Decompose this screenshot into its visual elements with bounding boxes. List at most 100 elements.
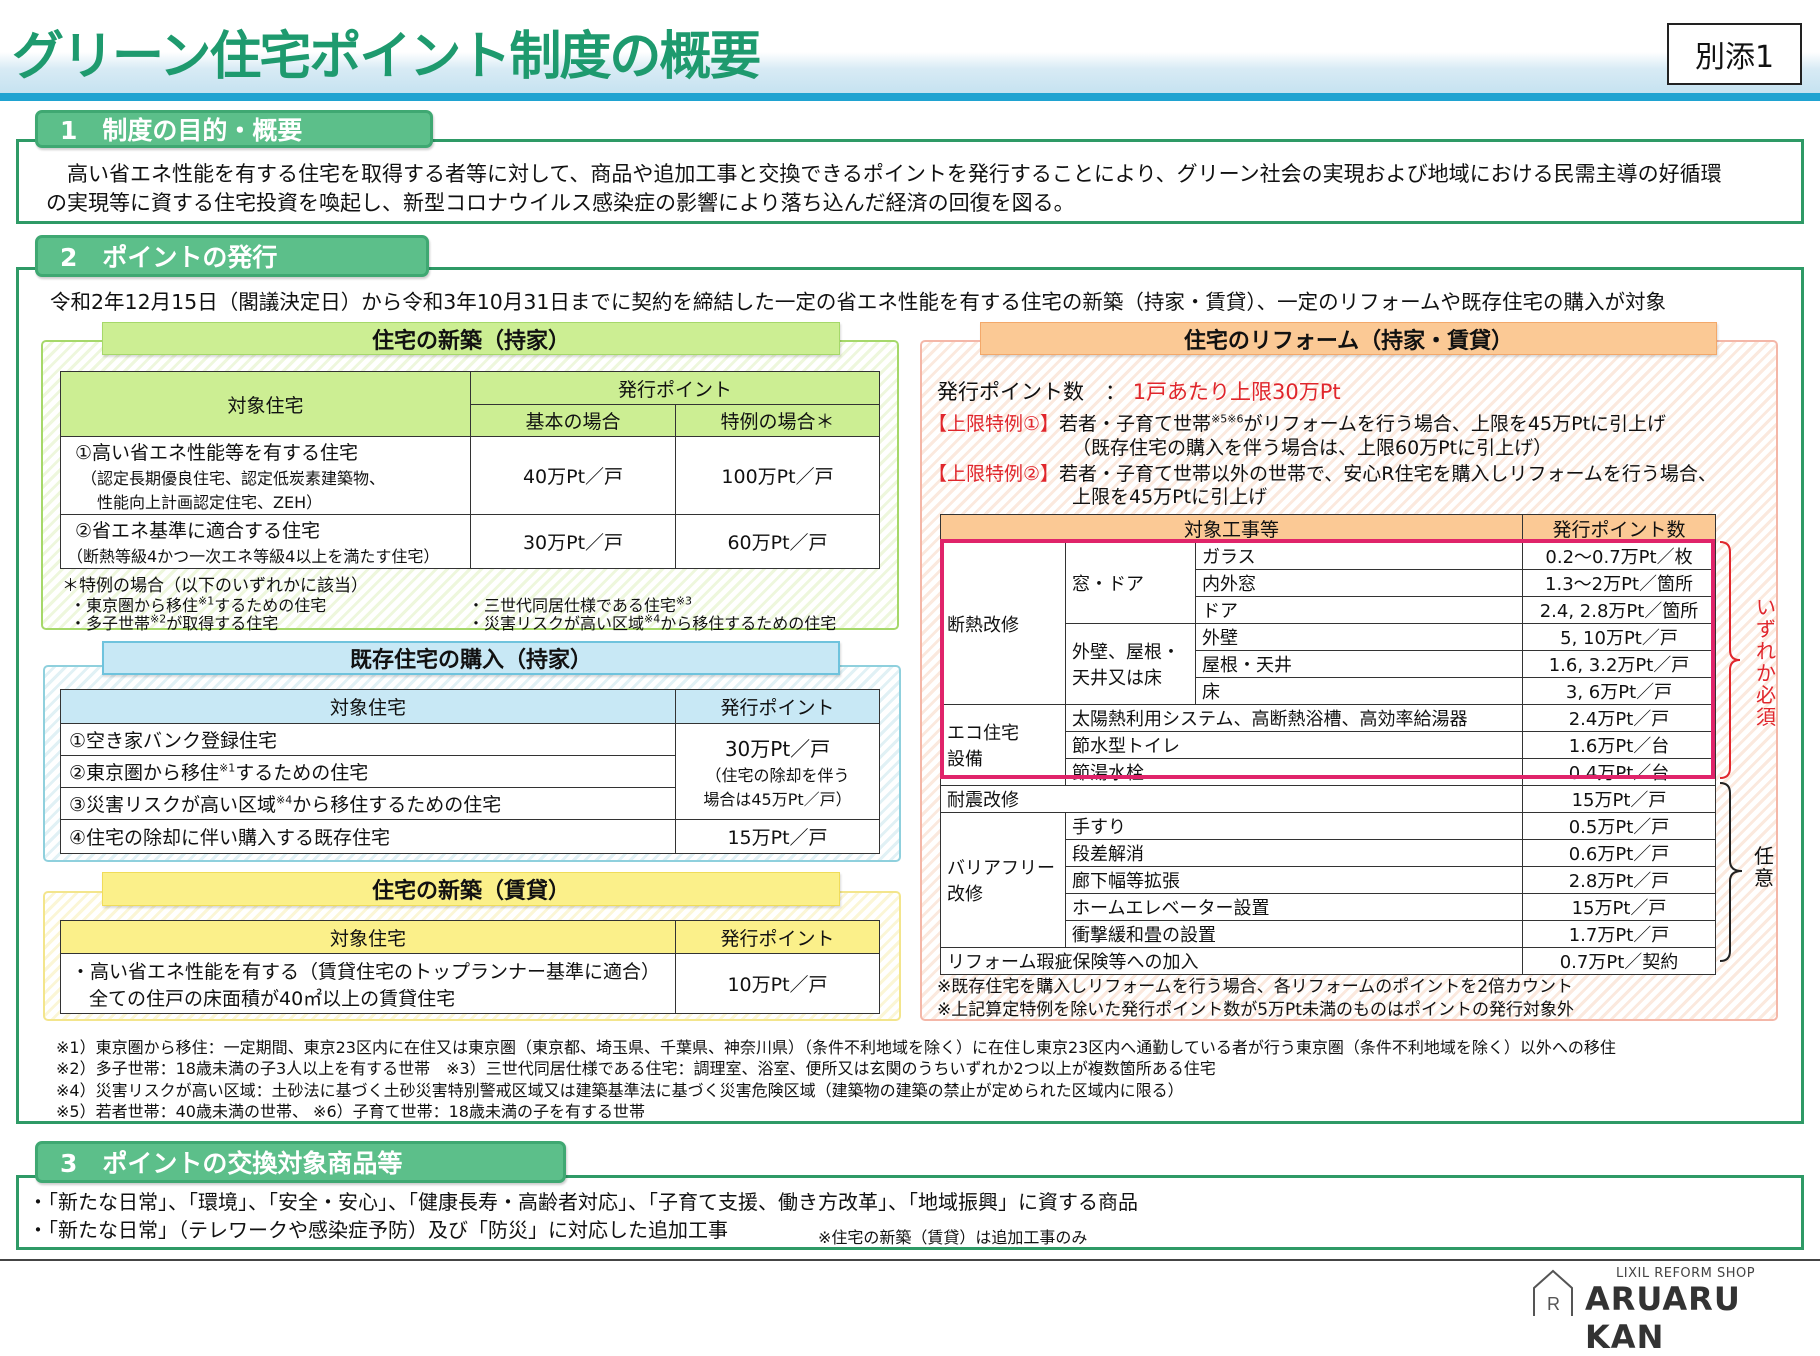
header-rule xyxy=(0,93,1820,101)
work-cell: ホームエレベーター設置 xyxy=(1064,893,1524,921)
points-cell: 3, 6万Pt／戸 xyxy=(1522,677,1717,705)
table-row: ドア 2.4, 2.8万Pt／箇所 xyxy=(941,596,1717,624)
table-row: ①高い省エネ性能等を有する住宅 （認定長期優良住宅、認定低炭素建築物、性能向上計画… xyxy=(60,436,881,515)
table-row: 外壁、屋根・ 天井又は床 外壁 5, 10万Pt／戸 xyxy=(941,623,1717,705)
points-cell: 15万Pt／戸 xyxy=(1522,893,1717,921)
points-cell: 15万Pt／戸 xyxy=(1522,785,1717,813)
table-row: ③災害リスクが高い区域※4から移住するための住宅 xyxy=(60,787,880,820)
row-label: ④住宅の除却に伴い購入する既存住宅 xyxy=(60,819,676,854)
work-cell: 屋根・天井 xyxy=(1194,650,1524,678)
col-points: 発行ポイント xyxy=(675,689,880,724)
points-basic: 30万Pt／戸 xyxy=(470,514,676,569)
required-highlight-box xyxy=(940,539,1715,779)
special-note: ・災害リスクが高い区域※4から移住するための住宅 xyxy=(468,612,837,633)
existing-title: 既存住宅の購入（持家） xyxy=(102,641,840,675)
work-cell: 床 xyxy=(1194,677,1524,705)
row-label: ・高い省エネ性能を有する（賃貸住宅のトップランナー基準に適合） xyxy=(71,960,661,983)
reform-title: 住宅のリフォーム（持家・賃貸） xyxy=(980,322,1717,355)
row-label: ①空き家バンク登録住宅 xyxy=(60,723,676,756)
work-cell: 耐震改修 xyxy=(939,785,1524,813)
table-row: 節水型トイレ 1.6万Pt／台 xyxy=(941,731,1717,759)
points-cell: 1.6万Pt／台 xyxy=(1522,731,1717,759)
footnote: ※5）若者世帯：40歳未満の世帯、 ※6）子育て世帯：18歳未満の子を有する世帯 xyxy=(56,1102,645,1121)
reform-note-1: ※既存住宅を購入しリフォームを行う場合、各リフォームのポイントを2倍カウント xyxy=(937,977,1574,997)
optional-bracket-icon xyxy=(1719,782,1743,962)
svg-text:R: R xyxy=(1547,1294,1560,1314)
work-cell: 手すり xyxy=(1064,812,1524,840)
section3-line1: ・「新たな日常」、「環境」、「安全・安心」、「健康長寿・高齢者対応」、「子育て支… xyxy=(28,1190,1138,1214)
section3-line2: ・「新たな日常」（テレワークや感染症予防）及び「防災」に対応した追加工事 xyxy=(28,1218,728,1242)
new-owned-title: 住宅の新築（持家） xyxy=(102,322,840,355)
category-cell: エコ住宅 設備 xyxy=(940,704,1066,786)
work-cell: ガラス xyxy=(1194,542,1524,570)
logo-subtitle: LIXIL REFORM SHOP xyxy=(1616,1266,1756,1281)
section1-box xyxy=(16,139,1804,224)
work-cell: 太陽熱利用システム、高断熱浴槽、高効率給湯器 xyxy=(1064,704,1524,732)
points-cell: 1.7万Pt／戸 xyxy=(1522,920,1717,948)
section3-box xyxy=(16,1175,1804,1250)
section2-intro: 令和2年12月15日（閣議決定日）から令和3年10月31日までに契約を締結した一… xyxy=(50,290,1667,314)
required-label: いずれか必須 xyxy=(1756,595,1776,729)
reform-note-2: ※上記算定特例を除いた発行ポイント数が5万Pt未満のものはポイントの発行対象外 xyxy=(937,1000,1574,1020)
table-row: 段差解消 0.6万Pt／戸 xyxy=(941,839,1717,867)
section3-tab: 3 ポイントの交換対象商品等 xyxy=(35,1141,566,1183)
section1-tab: 1 制度の目的・概要 xyxy=(35,110,433,148)
col-work: 対象工事等 xyxy=(939,514,1524,543)
points-cell: 30万Pt／戸 （住宅の除却を伴う 場合は45万Pt／戸） xyxy=(675,723,880,820)
table-row: 廊下幅等拡張 2.8万Pt／戸 xyxy=(941,866,1717,894)
special-note: ・三世代同居仕様である住宅※3 xyxy=(468,594,693,615)
points-cell: 5, 10万Pt／戸 xyxy=(1522,623,1717,651)
category-cell: 外壁、屋根・ 天井又は床 xyxy=(1065,623,1196,705)
special-case-1: 【上限特例①】若者・子育て世帯※5※6がリフォームを行う場合、上限を45万Ptに… xyxy=(928,412,1667,435)
required-bracket-icon xyxy=(1719,541,1741,779)
footer-rule xyxy=(0,1259,1820,1261)
header-band xyxy=(0,52,1820,94)
work-cell: 節水型トイレ xyxy=(1064,731,1524,759)
row-label: ②東京圏から移住※1するための住宅 xyxy=(60,755,676,788)
footnote: ※1）東京圏から移住：一定期間、東京23区内に在住又は東京圏（東京都、埼玉県、千… xyxy=(56,1038,1616,1057)
table-row: 屋根・天井 1.6, 3.2万Pt／戸 xyxy=(941,650,1717,678)
table-row: リフォーム瑕疵保険等への加入 0.7万Pt／契約 xyxy=(939,947,1717,975)
points-cell: 2.8万Pt／戸 xyxy=(1522,866,1717,894)
new-rental-table: 対象住宅 発行ポイント ・高い省エネ性能を有する（賃貸住宅のトップランナー基準に適… xyxy=(60,920,880,1014)
work-cell: 廊下幅等拡張 xyxy=(1064,866,1524,894)
points-basic: 40万Pt／戸 xyxy=(470,436,676,515)
special-case-2: 【上限特例②】若者・子育て世帯以外の世帯で、安心R住宅を購入しリフォームを行う場… xyxy=(928,463,1717,485)
work-cell: 窓・ドア xyxy=(1065,542,1196,624)
col-target: 対象住宅 xyxy=(60,689,676,724)
points-cell: 0.2～0.7万Pt／枚 xyxy=(1522,542,1717,570)
table-row: 床 3, 6万Pt／戸 xyxy=(941,677,1717,705)
logo-name: ARUARU KAN xyxy=(1585,1280,1741,1356)
reform-table: 対象工事等 発行ポイント数 断熱改修 窓・ドア ガラス 0.2～0.7万Pt／枚 内外窓 1… xyxy=(939,514,1717,975)
section1-text-line2: の実現等に資する住宅投資を喚起し、新型コロナウイルス感染症の影響により落ち込んだ… xyxy=(46,191,1075,215)
table-row: ④住宅の除却に伴い購入する既存住宅 15万Pt／戸 xyxy=(60,819,880,854)
special-note: ・東京圏から移住※1するための住宅 xyxy=(70,594,327,615)
col-points: 発行ポイント xyxy=(469,371,881,405)
col-basic: 基本の場合 xyxy=(470,404,676,437)
points-cell: 1.6, 3.2万Pt／戸 xyxy=(1522,650,1717,678)
points-cell: 15万Pt／戸 xyxy=(675,819,880,854)
table-row: 耐震改修 15万Pt／戸 xyxy=(939,785,1717,813)
row-sublabel: 性能向上計画認定住宅、ZEH） xyxy=(97,493,323,512)
points-cell: 0.7万Pt／契約 xyxy=(1522,947,1717,975)
points-cell: 2.4万Pt／戸 xyxy=(1522,704,1717,732)
row-sublabel: （断熱等級4かつ一次エネ等級4以上を満たす住宅） xyxy=(67,547,440,566)
special-case-1-note: （既存住宅の購入を伴う場合は、上限60万Ptに引上げ） xyxy=(1072,437,1553,459)
row-sublabel: （認定長期優良住宅、認定低炭素建築物、 xyxy=(81,469,386,488)
work-cell: 外壁 xyxy=(1194,623,1524,651)
new-owned-table: 対象住宅 発行ポイント 基本の場合 特例の場合＊ ①高い省エネ性能等を有する住宅 （認… xyxy=(60,371,881,569)
points-cell: 0.4万Pt／台 xyxy=(1522,758,1717,786)
special-case-2-note: 上限を45万Ptに引上げ xyxy=(1072,486,1268,508)
points-cell: 0.6万Pt／戸 xyxy=(1522,839,1717,867)
optional-label: 任意 xyxy=(1754,844,1774,890)
row-label: ①高い省エネ性能等を有する住宅 xyxy=(75,442,359,464)
work-cell: リフォーム瑕疵保険等への加入 xyxy=(939,947,1524,975)
row-label: 全ての住戸の床面積が40㎡以上の賃貸住宅 xyxy=(89,987,456,1010)
work-cell: 衝撃緩和畳の設置 xyxy=(1064,920,1524,948)
row-label: ②省エネ基準に適合する住宅 xyxy=(75,520,321,542)
logo-house-icon: R xyxy=(1533,1269,1573,1316)
section2-tab: 2 ポイントの発行 xyxy=(35,235,429,277)
table-row: バリアフリー 改修 手すり 0.5万Pt／戸 xyxy=(940,812,1717,948)
special-notes-head: ＊特例の場合（以下のいずれかに該当） xyxy=(62,576,368,596)
footnote: ※4）災害リスクが高い区域：土砂法に基づく土砂災害特別警戒区域又は建築基準法に基… xyxy=(56,1081,1184,1100)
